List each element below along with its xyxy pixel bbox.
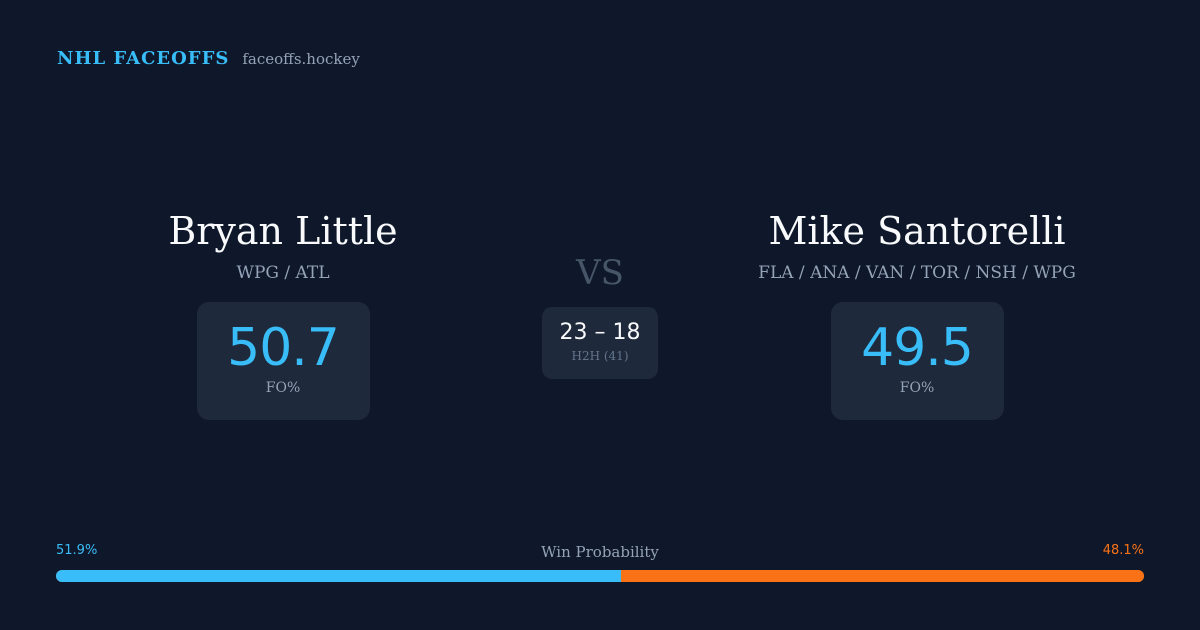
player-left-fo-value: 50.7 <box>227 318 340 378</box>
player-left-fo-label: FO% <box>265 380 301 396</box>
brand-header: NHL FACEOFFS faceoffs.hockey <box>57 48 360 74</box>
player-right-panel: Mike Santorelli FLA / ANA / VAN / TOR / … <box>700 206 1134 420</box>
h2h-card: 23 – 18 H2H (41) <box>542 307 658 379</box>
player-right-teams: FLA / ANA / VAN / TOR / NSH / WPG <box>758 263 1076 283</box>
h2h-label: H2H (41) <box>571 349 629 363</box>
brand-title: NHL FACEOFFS <box>57 48 230 69</box>
win-probability-labels: 51.9% Win Probability 48.1% <box>56 543 1144 563</box>
player-left-name: Bryan Little <box>168 209 398 253</box>
win-probability-right-label: 48.1% <box>1102 543 1144 558</box>
player-left-panel: Bryan Little WPG / ATL 50.7 FO% <box>100 206 466 420</box>
player-left-teams: WPG / ATL <box>236 263 330 283</box>
player-left-fo-card: 50.7 FO% <box>196 302 370 420</box>
vs-label: VS <box>576 253 624 293</box>
player-right-fo-card: 49.5 FO% <box>830 302 1004 420</box>
win-probability-title: Win Probability <box>541 543 659 561</box>
win-probability-bar <box>56 570 1144 582</box>
win-probability-right-fill <box>620 570 1144 582</box>
player-right-fo-value: 49.5 <box>861 318 974 378</box>
win-probability-left-fill <box>56 570 621 582</box>
h2h-score: 23 – 18 <box>559 320 641 345</box>
win-probability-left-label: 51.9% <box>56 543 98 558</box>
brand-domain: faceoffs.hockey <box>242 50 360 68</box>
player-right-fo-label: FO% <box>899 380 935 396</box>
player-right-name: Mike Santorelli <box>768 209 1066 253</box>
